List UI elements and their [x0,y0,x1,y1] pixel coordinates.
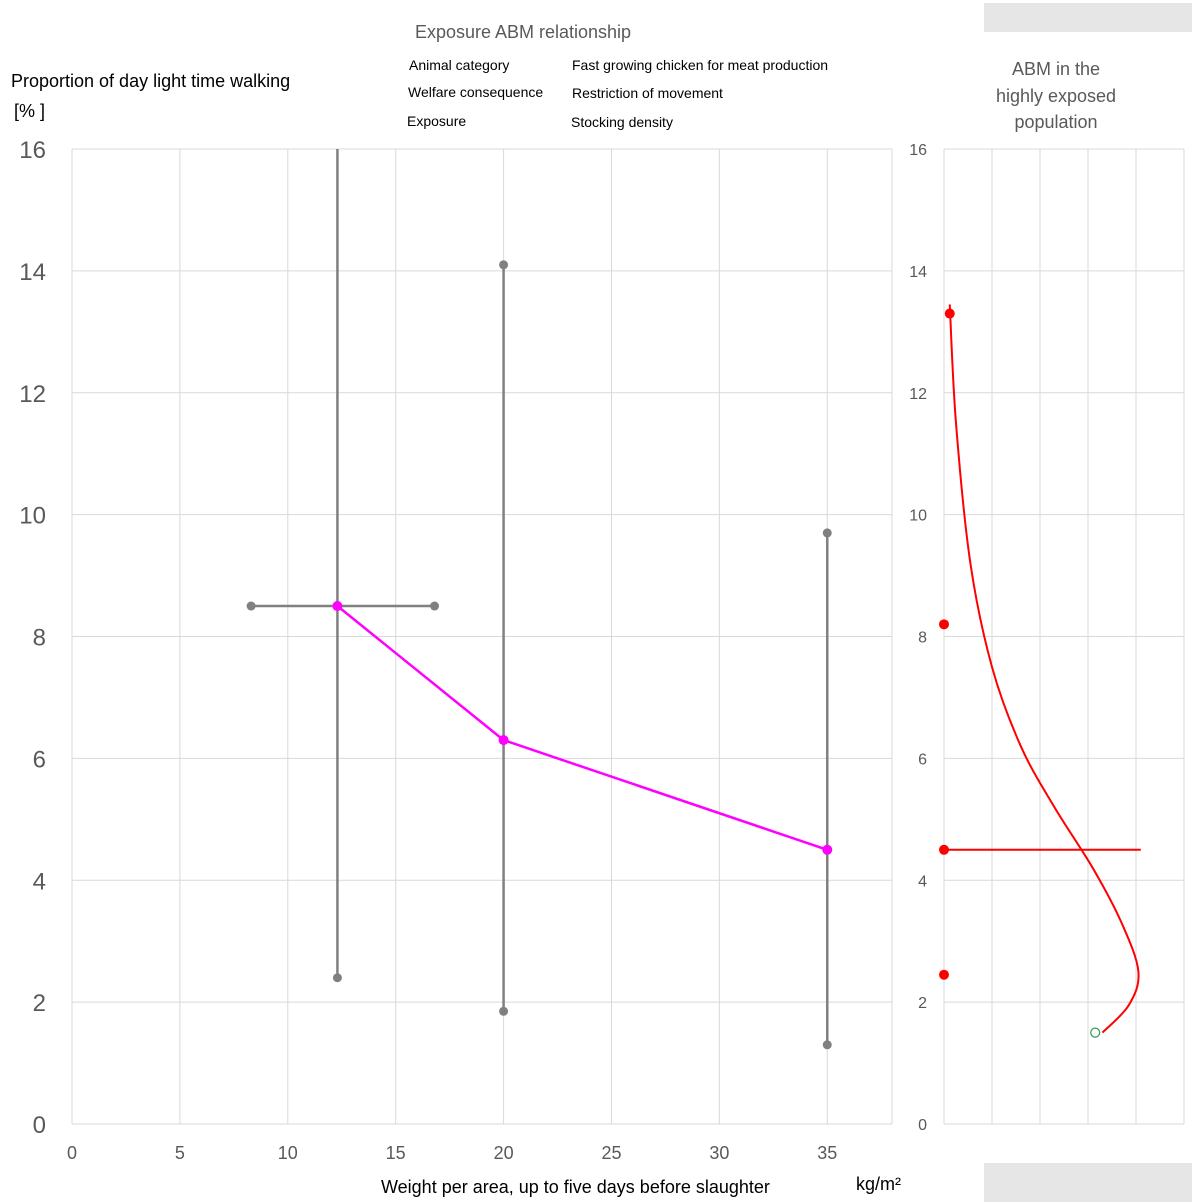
animal-category-value: Fast growing chicken for meat production [572,57,828,73]
main-series-point [822,844,833,855]
side-y-tick-label: 16 [909,142,927,159]
main-series-point [498,735,509,746]
main-series-line [336,605,828,851]
main-x-tick-label: 5 [175,1143,185,1163]
main-y-tick-label: 10 [19,503,46,530]
y-axis-label: Proportion of day light time walking [11,71,290,91]
main-y-tick-label: 2 [33,990,46,1017]
main-y-tick-label: 12 [19,381,46,408]
side-y-tick-label: 6 [918,751,927,768]
side-y-tick-label: 8 [918,630,927,647]
reference-point [944,308,955,319]
main-y-tick-label: 4 [33,868,46,895]
welfare-consequence-value: Restriction of movement [572,85,723,101]
main-y-tick-label: 8 [33,625,46,652]
side-title-line-3: population [1014,112,1097,132]
x-axis-unit: kg/m² [856,1174,901,1194]
error-bar-left-cap [246,601,256,611]
y-axis-unit: [% ] [14,101,45,121]
reference-point [939,619,949,630]
side-y-tick-label: 14 [909,264,927,281]
error-bar-low-cap [332,973,342,983]
error-bar-high-cap [499,260,509,270]
error-bar-high-cap [822,528,832,538]
welfare-consequence-label: Welfare consequence [408,84,543,100]
side-y-tick-label: 2 [918,995,927,1012]
x-axis-label: Weight per area, up to five days before … [381,1177,770,1197]
main-x-tick-label: 25 [601,1143,621,1163]
main-x-tick-label: 20 [494,1143,514,1163]
side-y-tick-label: 0 [918,1117,927,1134]
top-right-placeholder-box [984,3,1192,32]
main-y-tick-label: 16 [19,137,46,164]
curve-start-marker [1090,1027,1101,1038]
reference-point [939,844,949,855]
error-bar-low-cap [822,1040,832,1050]
main-x-tick-label: 30 [709,1143,729,1163]
header-title: Exposure ABM relationship [415,22,631,42]
exposure-value: Stocking density [571,114,673,130]
side-title-line-1: ABM in the [1012,59,1100,79]
main-y-tick-label: 6 [33,746,46,773]
error-bar-right-cap [430,601,440,611]
main-series-point [332,601,343,612]
side-y-tick-label: 4 [918,873,927,890]
animal-category-label: Animal category [409,57,509,73]
main-x-tick-label: 35 [817,1143,837,1163]
side-y-tick-label: 12 [909,386,927,403]
reference-point [939,969,949,980]
bottom-right-placeholder-box [984,1163,1192,1202]
main-x-tick-label: 10 [278,1143,298,1163]
distribution-curve [948,304,1140,1034]
side-title-line-2: highly exposed [996,86,1116,106]
main-y-tick-label: 0 [33,1112,46,1139]
main-x-tick-label: 0 [67,1143,77,1163]
exposure-label: Exposure [407,113,466,129]
error-bar-low-cap [499,1006,509,1016]
main-x-tick-label: 15 [386,1143,406,1163]
side-y-tick-label: 10 [909,508,927,525]
main-y-tick-label: 14 [19,259,46,286]
